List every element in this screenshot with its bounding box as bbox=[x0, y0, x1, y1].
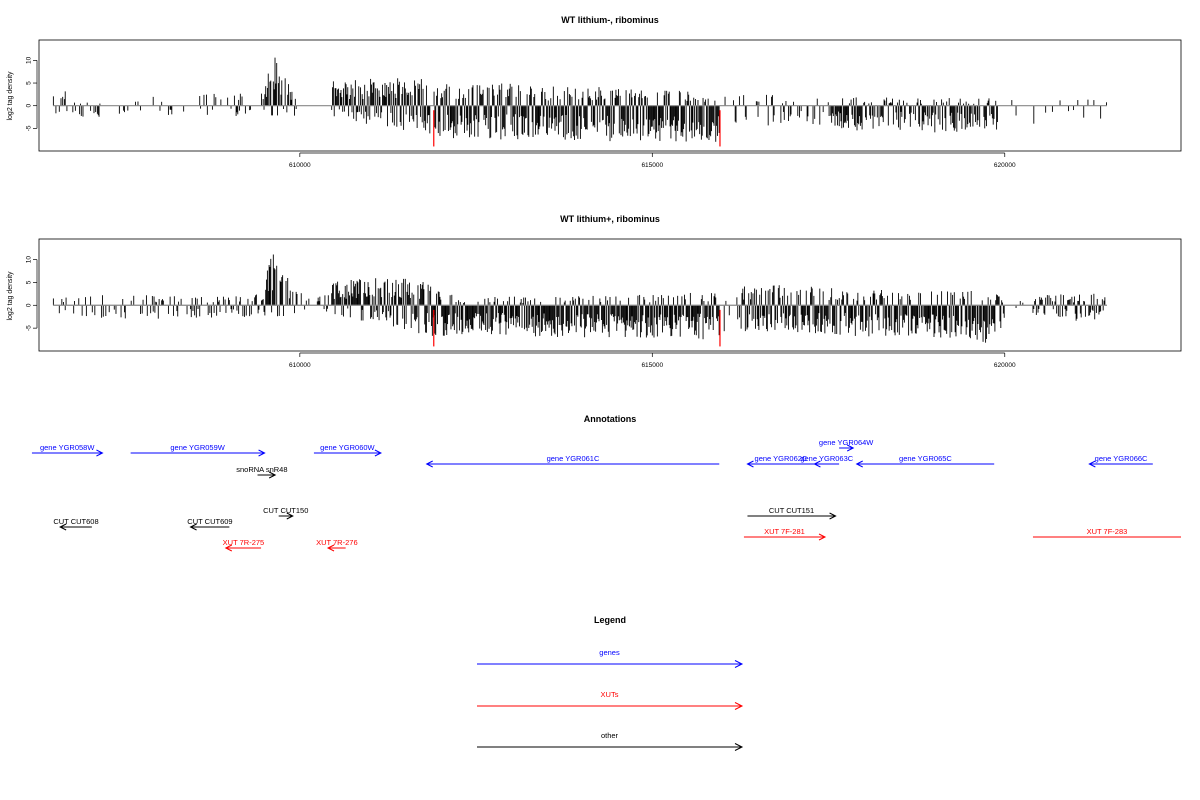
boundary-markers bbox=[433, 309, 721, 347]
panel-title: WT lithium+, ribominus bbox=[560, 214, 660, 224]
arrowhead-icon bbox=[829, 512, 837, 520]
feature-label: gene YGR063C bbox=[800, 454, 853, 463]
arrowhead-icon bbox=[734, 702, 744, 710]
feature-cut-cut608: CUT CUT608 bbox=[53, 517, 99, 531]
x-tick-label: 610000 bbox=[289, 162, 311, 169]
feature-label: gene YGR066C bbox=[1095, 454, 1148, 463]
feature-label: XUT 7F-281 bbox=[764, 527, 805, 536]
y-tick-label: 0 bbox=[26, 104, 33, 108]
feature-gene-ygr064w: gene YGR064W bbox=[819, 438, 874, 452]
feature-gene-ygr062c: gene YGR062C bbox=[746, 454, 815, 468]
legend-title: Legend bbox=[594, 615, 626, 625]
feature-label: CUT CUT609 bbox=[187, 517, 232, 526]
arrowhead-icon bbox=[846, 444, 855, 452]
arrowhead-icon bbox=[425, 460, 433, 468]
y-axis-label: log2 tag density bbox=[7, 71, 14, 121]
arrowhead-icon bbox=[734, 660, 744, 668]
arrowhead-icon bbox=[258, 449, 266, 457]
feature-cut-cut151: CUT CUT151 bbox=[747, 506, 837, 520]
feature-label: snoRNA snR48 bbox=[236, 465, 287, 474]
feature-label: gene YGR062C bbox=[755, 454, 808, 463]
x-tick-label: 615000 bbox=[641, 162, 663, 169]
y-tick-label: 10 bbox=[26, 56, 33, 64]
feature-gene-ygr061c: gene YGR061C bbox=[425, 454, 720, 468]
x-axis: 610000 615000 620000 bbox=[289, 352, 1016, 369]
feature-xut-7r-275: XUT 7R-275 bbox=[223, 538, 265, 552]
annotations-panel: Annotations gene YGR058W gene YGR059W gene… bbox=[31, 414, 1181, 552]
feature-snorna-snr48: snoRNA snR48 bbox=[236, 465, 288, 479]
y-axis: -5 0 5 10 bbox=[26, 256, 38, 331]
legend-label: other bbox=[601, 731, 619, 740]
feature-label: gene YGR064W bbox=[819, 438, 874, 447]
feature-label: CUT CUT150 bbox=[263, 506, 308, 515]
annotations-title: Annotations bbox=[584, 414, 637, 424]
feature-gene-ygr058w: gene YGR058W bbox=[31, 443, 104, 457]
boundary-markers bbox=[433, 110, 721, 147]
arrowhead-icon bbox=[734, 743, 744, 751]
feature-xut-7f-283: XUT 7F-283 bbox=[1032, 527, 1181, 538]
feature-gene-ygr063c: gene YGR063C bbox=[800, 454, 854, 468]
x-tick-label: 615000 bbox=[641, 362, 663, 369]
arrowhead-icon bbox=[746, 460, 754, 468]
arrowhead-icon bbox=[286, 512, 294, 520]
legend-items: genes XUTs other bbox=[477, 648, 744, 751]
y-axis: -5 0 5 10 bbox=[26, 56, 38, 131]
plot-frame bbox=[38, 238, 1182, 352]
feature-gene-ygr060w: gene YGR060W bbox=[313, 443, 383, 457]
x-tick-label: 620000 bbox=[994, 362, 1016, 369]
feature-label: XUT 7F-283 bbox=[1087, 527, 1128, 536]
feature-label: XUT 7R-275 bbox=[223, 538, 265, 547]
y-tick-label: -5 bbox=[26, 325, 33, 331]
feature-label: CUT CUT608 bbox=[53, 517, 98, 526]
y-axis-label: log2 tag density bbox=[7, 271, 14, 321]
track-panel-lithium-minus: WT lithium-, ribominus -5 0 5 10 610000 6150… bbox=[7, 15, 1182, 169]
x-axis: 610000 615000 620000 bbox=[289, 152, 1016, 169]
arrowhead-icon bbox=[96, 449, 104, 457]
y-tick-label: 0 bbox=[26, 303, 33, 307]
legend-item-other: other bbox=[477, 731, 744, 751]
legend-item-genes: genes bbox=[477, 648, 744, 668]
track-panel-lithium-plus: WT lithium+, ribominus -5 0 5 10 610000 6150… bbox=[7, 214, 1182, 369]
feature-gene-ygr059w: gene YGR059W bbox=[130, 443, 266, 457]
arrowhead-icon bbox=[374, 449, 383, 457]
feature-gene-ygr065c: gene YGR065C bbox=[855, 454, 995, 468]
y-tick-label: 10 bbox=[26, 256, 33, 264]
x-tick-label: 610000 bbox=[289, 362, 311, 369]
density-bars bbox=[52, 254, 1106, 343]
feature-xut-7r-276: XUT 7R-276 bbox=[316, 538, 358, 552]
feature-label: XUT 7R-276 bbox=[316, 538, 358, 547]
y-tick-label: 5 bbox=[26, 81, 33, 85]
legend-label: XUTs bbox=[601, 690, 619, 699]
feature-label: gene YGR059W bbox=[170, 443, 225, 452]
arrowhead-icon bbox=[855, 460, 863, 468]
arrowhead-icon bbox=[1088, 460, 1096, 468]
feature-label: gene YGR060W bbox=[320, 443, 375, 452]
feature-label: gene YGR065C bbox=[899, 454, 952, 463]
feature-gene-ygr066c: gene YGR066C bbox=[1088, 454, 1153, 468]
y-tick-label: 5 bbox=[26, 280, 33, 284]
arrowhead-icon bbox=[59, 523, 67, 531]
arrowhead-icon bbox=[189, 523, 197, 531]
x-tick-label: 620000 bbox=[994, 162, 1016, 169]
arrowhead-icon bbox=[813, 460, 821, 468]
y-tick-label: -5 bbox=[26, 125, 33, 131]
feature-cut-cut609: CUT CUT609 bbox=[187, 517, 233, 531]
feature-label: CUT CUT151 bbox=[769, 506, 814, 515]
legend-label: genes bbox=[599, 648, 620, 657]
panel-title: WT lithium-, ribominus bbox=[561, 15, 659, 25]
arrowhead-icon bbox=[224, 544, 233, 552]
feature-tracks: gene YGR058W gene YGR059W gene YGR060W gene… bbox=[31, 438, 1181, 552]
feature-label: gene YGR058W bbox=[40, 443, 95, 452]
density-bars bbox=[52, 57, 1108, 142]
feature-label: gene YGR061C bbox=[547, 454, 600, 463]
arrowhead-icon bbox=[326, 544, 335, 552]
arrowhead-icon bbox=[818, 533, 827, 541]
feature-cut-cut150: CUT CUT150 bbox=[263, 506, 308, 520]
legend-item-xuts: XUTs bbox=[477, 690, 744, 710]
arrowhead-icon bbox=[268, 471, 277, 479]
feature-xut-7f-281: XUT 7F-281 bbox=[743, 527, 827, 541]
legend: Legend genes XUTs other bbox=[477, 615, 744, 751]
plot-frame bbox=[38, 39, 1182, 152]
